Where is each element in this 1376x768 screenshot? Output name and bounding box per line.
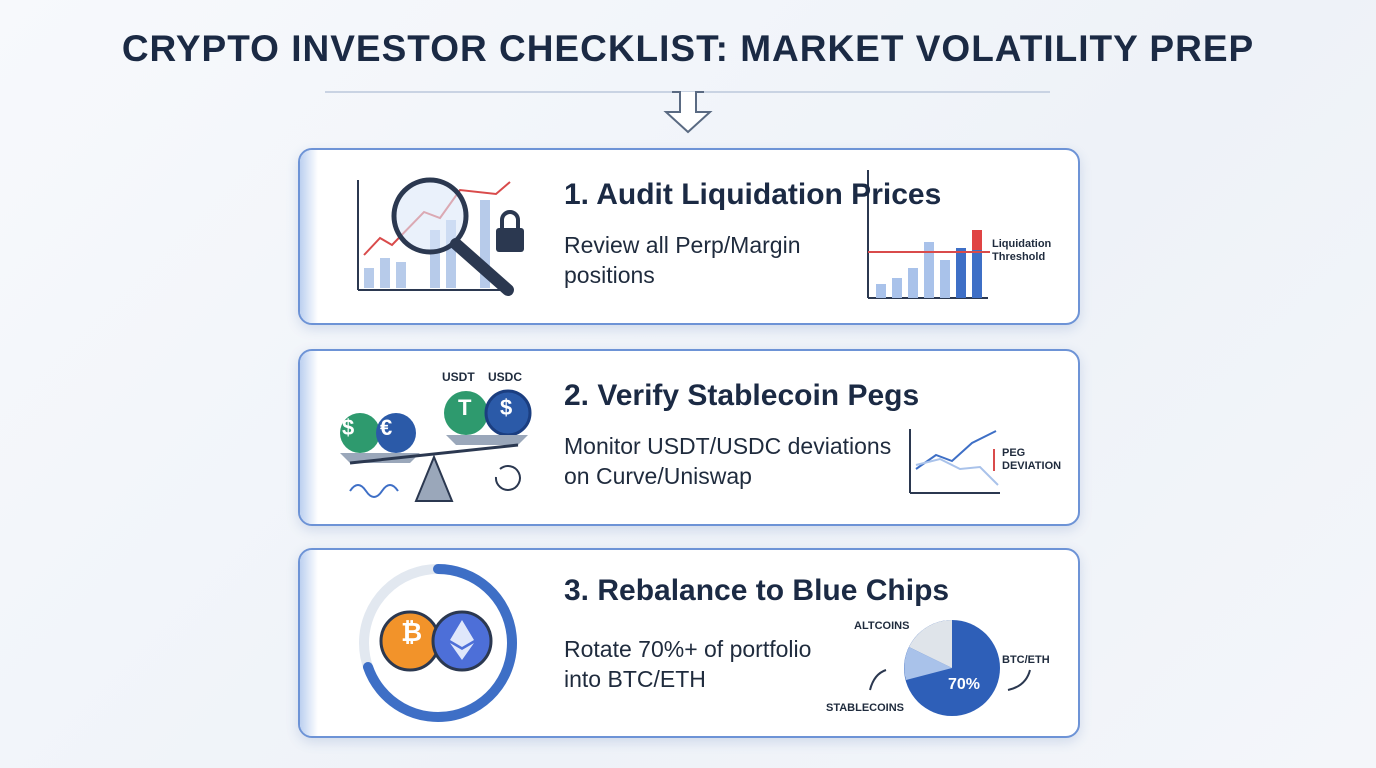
title-arrow bbox=[325, 91, 1050, 134]
checklist-card: ₿ 3. Rebalance to Blue Chips Rotate 70%+… bbox=[298, 548, 1080, 738]
pie-label: STABLECOINS bbox=[826, 702, 905, 714]
coin-symbol: $ bbox=[342, 415, 355, 440]
page-title: CRYPTO INVESTOR CHECKLIST: MARKET VOLATI… bbox=[121, 28, 1255, 69]
item-text: Monitor USDT/USDC deviations on Curve/Un… bbox=[564, 433, 892, 489]
coin-symbol: $ bbox=[500, 395, 513, 420]
checklist-card: $ € T $ USDT USDC 2. Verify Stablecoin P… bbox=[298, 349, 1080, 526]
card-illustration bbox=[340, 389, 1000, 502]
item-text: Rotate 70%+ of portfolio into BTC/ETH bbox=[564, 636, 812, 692]
chart-label: Liquidation Threshold bbox=[992, 238, 1052, 263]
card-illustration bbox=[357, 170, 990, 299]
item-heading: 2. Verify Stablecoin Pegs bbox=[564, 379, 920, 412]
pie-label: ALTCOINS bbox=[854, 620, 910, 632]
item-text: Review all Perp/Margin positions bbox=[564, 232, 801, 288]
card-illustration bbox=[359, 564, 1031, 722]
pie-label: BTC/ETH bbox=[1002, 654, 1050, 666]
checklist-card: 1. Audit Liquidation Prices Review all P… bbox=[298, 148, 1080, 325]
coin-symbol: T bbox=[458, 395, 472, 420]
pie-value-label: 70% bbox=[948, 676, 981, 693]
coin-symbol: € bbox=[380, 415, 393, 440]
coin-label: USDC bbox=[488, 370, 523, 384]
chart-label: PEG DEVIATION bbox=[1002, 447, 1062, 472]
coin-symbol: ₿ bbox=[401, 617, 423, 647]
item-heading: 3. Rebalance to Blue Chips bbox=[564, 574, 950, 607]
item-heading: 1. Audit Liquidation Prices bbox=[564, 178, 942, 211]
coin-label: USDT bbox=[442, 370, 475, 384]
